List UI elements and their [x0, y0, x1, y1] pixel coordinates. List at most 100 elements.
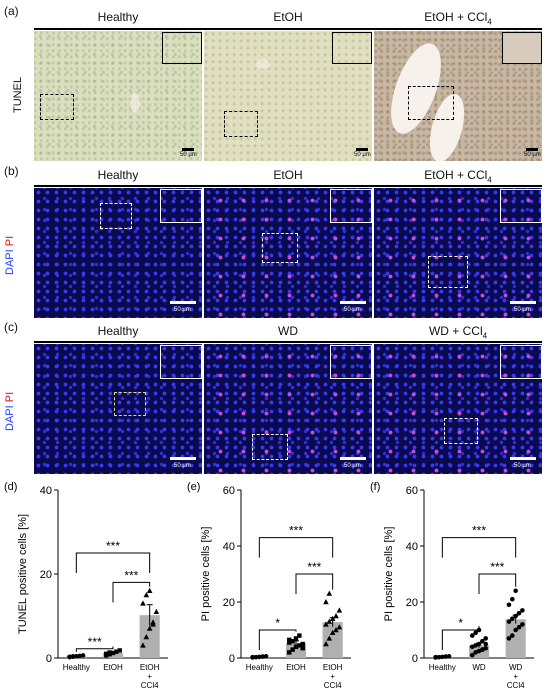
chart-y-tick-label: 40 [223, 541, 235, 553]
dapi-scale-text-healthy: 50 µm [174, 307, 191, 313]
chart-point [443, 654, 448, 659]
chart-bar [505, 619, 526, 658]
chart-point [326, 618, 333, 624]
chart-point [287, 650, 292, 655]
tunel-scalebar-etoh [356, 148, 368, 151]
chart-x-tick-label: CCl4 [324, 681, 342, 688]
chart-point [297, 643, 302, 648]
chart-point [506, 619, 512, 624]
tunel-roi-etoh-ccl4 [408, 86, 454, 120]
chart-point [287, 640, 292, 645]
dapi-pi-image-healthy-wd: 50 µm [34, 344, 202, 474]
chart-significance-bracket [75, 646, 114, 652]
chart-point [336, 607, 343, 613]
chart-x-tick-label: EtOH [323, 663, 343, 672]
chart-point [513, 627, 518, 633]
chart-point [326, 590, 333, 596]
dapi-inset-wd-ccl4 [500, 345, 542, 379]
chart-point [510, 616, 515, 622]
tunel-vessel [256, 59, 270, 69]
chart-point [297, 633, 302, 638]
dapi-scale-text-etoh-ccl4: 50 µm [514, 307, 531, 313]
tunel-scalebar-etoh-ccl4 [526, 148, 538, 151]
chart-point [516, 624, 522, 630]
tunel-scale-text-etoh: 50 µm [354, 152, 371, 158]
tunel-image-etoh: 50 µm [204, 31, 372, 161]
chart-point [257, 654, 262, 660]
chart-point [293, 636, 299, 641]
panel-c-title-wd-ccl4: WD + CCl4 [428, 324, 488, 341]
dapi-roi-wd [252, 434, 288, 460]
dapi-roi-etoh-ccl4 [428, 256, 468, 288]
panel-b-label: (b) [4, 164, 19, 178]
chart-point [110, 650, 116, 656]
chart-y-tick-label: 0 [46, 653, 52, 665]
chart-point [326, 635, 333, 641]
panel-b-title-healthy: Healthy [97, 168, 139, 182]
chart-point [513, 588, 518, 594]
panel-c-row-label: DAPI PI [4, 391, 16, 431]
chart-0: (d) TUNEL positive cells [%] 0 20 40 Healthy E… [4, 481, 168, 688]
chart-y-tick-label: 20 [223, 597, 235, 609]
chart-significance-bracket [478, 573, 517, 594]
chart-point [70, 654, 76, 659]
chart-x-tick-label: EtOH [286, 663, 306, 672]
panel-a-header-rule [34, 28, 542, 30]
chart-point [77, 653, 82, 659]
chart-point [520, 608, 525, 613]
chart-point [300, 646, 305, 651]
chart-point [150, 621, 156, 627]
chart-significance-label: *** [124, 568, 138, 582]
chart-point [480, 647, 485, 652]
chart-x-tick-label: + [513, 672, 518, 681]
chart-point [153, 608, 160, 614]
tunel-roi-healthy [40, 94, 74, 120]
chart-point [287, 637, 292, 642]
chart-significance-bracket [441, 537, 517, 558]
chart-y-tick-label: 60 [223, 485, 235, 497]
chart-point [520, 622, 525, 627]
dapi-pi-image-etoh: 50 µm [204, 188, 372, 318]
dapi-inset-etoh [330, 189, 372, 223]
chart-significance-bracket [258, 629, 297, 650]
chart-significance-label: *** [490, 560, 504, 574]
tunel-inset-etoh [332, 32, 372, 64]
chart-y-tick-label: 40 [406, 541, 418, 553]
chart-panel-label: (f) [370, 481, 380, 493]
tunel-roi-etoh [224, 111, 258, 137]
chart-point [469, 652, 475, 658]
chart-point [74, 654, 79, 659]
dapi-pi-image-wd-ccl4: 50 µm [374, 344, 542, 474]
chart-significance-bracket [295, 573, 334, 594]
chart-point [483, 641, 489, 647]
chart-y-tick-label: 60 [406, 485, 418, 497]
dapi-inset-healthy [160, 189, 202, 223]
panel-b-row-label: DAPI PI [4, 235, 16, 275]
chart-significance-bracket [441, 626, 480, 650]
chart-point [436, 654, 442, 660]
dapi-scale-text-healthy-wd: 50 µm [174, 463, 191, 469]
chart-point [117, 648, 122, 653]
chart-y-axis-label: PI positive cells [%] [383, 527, 395, 622]
chart-1: (e) PI positive cells [%] 0 20 40 60 Healthy Et… [187, 481, 351, 688]
chart-point [333, 627, 339, 633]
chart-x-tick-label: EtOH [140, 663, 160, 672]
dapi-scalebar-etoh-ccl4 [510, 301, 536, 304]
chart-point [329, 629, 336, 635]
chart-point [440, 654, 445, 660]
dapi-scalebar-healthy-wd [170, 457, 196, 460]
dapi-roi-etoh [262, 233, 298, 263]
chart-point [114, 649, 119, 654]
chart-point [140, 642, 146, 648]
chart-point [107, 650, 112, 655]
chart-bar [102, 652, 124, 658]
chart-y-tick-label: 40 [40, 485, 52, 497]
panel-a-title-healthy: Healthy [97, 10, 139, 24]
chart-point [290, 647, 295, 652]
chart-point [293, 644, 299, 649]
chart-point [263, 654, 269, 659]
tunel-image-etoh-ccl4: 50 µm [374, 31, 542, 161]
chart-y-axis-label: TUNEL positive cells [%] [17, 514, 29, 634]
tunel-inset-etoh-ccl4 [502, 32, 542, 64]
dapi-roi-healthy-wd [114, 392, 146, 416]
